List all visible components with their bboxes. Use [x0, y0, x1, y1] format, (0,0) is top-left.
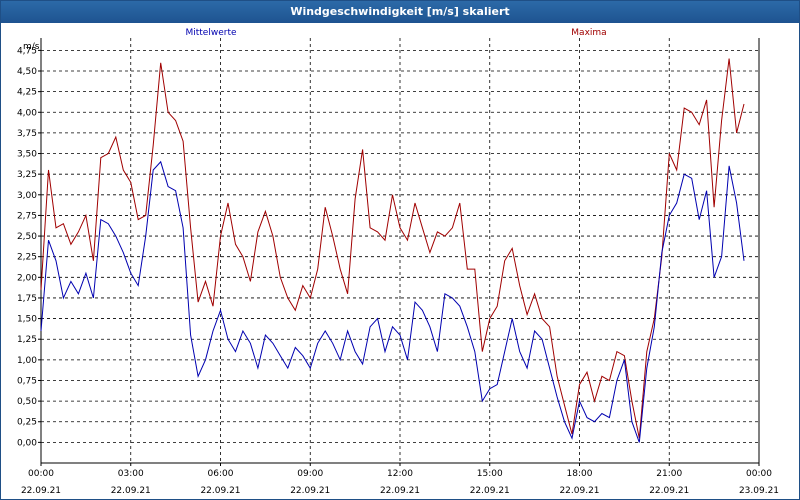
legend-item-mittelwerte: Mittelwerte [185, 28, 236, 38]
y-axis-unit: m/s [23, 42, 40, 52]
y-tick-label: 4,25 [17, 88, 37, 98]
x-tick-time: 12:00 [387, 469, 413, 479]
x-axis-ticks: 00:00 22.09.21 03:00 22.09.21 06:00 22.09.21 0… [21, 463, 779, 496]
x-tick-date: 22.09.21 [200, 486, 240, 496]
x-tick-time: 06:00 [208, 469, 234, 479]
series-lines [40, 58, 745, 443]
y-tick-label: 1,50 [17, 315, 37, 325]
y-tick-label: 1,75 [17, 294, 37, 304]
y-tick-label: 3,75 [17, 129, 37, 139]
x-tick-time: 18:00 [567, 469, 593, 479]
y-tick-label: 0,75 [17, 376, 37, 386]
y-tick-label: 1,00 [17, 356, 37, 366]
legend-item-maxima: Maxima [571, 28, 606, 38]
y-tick-label: 0,25 [17, 418, 37, 428]
x-tick-date: 23.09.21 [739, 486, 779, 496]
y-tick-label: 0,00 [17, 438, 37, 448]
y-tick-label: 3,00 [17, 191, 37, 201]
y-tick-label: 4,00 [17, 108, 37, 118]
x-tick-date: 22.09.21 [559, 486, 599, 496]
y-tick-label: 2,50 [17, 232, 37, 242]
y-tick-label: 1,25 [17, 335, 37, 345]
x-tick-date: 22.09.21 [290, 486, 330, 496]
y-tick-label: 3,25 [17, 170, 37, 180]
grid-lines [41, 38, 759, 463]
x-tick-time: 15:00 [477, 469, 503, 479]
x-tick-time: 03:00 [118, 469, 144, 479]
window-title: Windgeschwindigkeit [m/s] skaliert [1, 1, 799, 23]
y-tick-label: 4,50 [17, 67, 37, 77]
x-tick-date: 22.09.21 [380, 486, 420, 496]
x-tick-time: 00:00 [746, 469, 772, 479]
x-tick-time: 00:00 [28, 469, 54, 479]
series-line-mittelwerte [40, 160, 745, 443]
y-tick-label: 3,50 [17, 150, 37, 160]
series-line-maxima [40, 58, 745, 439]
y-tick-label: 2,25 [17, 253, 37, 263]
y-tick-label: 0,50 [17, 397, 37, 407]
y-tick-label: 2,75 [17, 211, 37, 221]
y-tick-label: 2,00 [17, 273, 37, 283]
y-tick-label: 4,75 [17, 46, 37, 56]
x-tick-time: 09:00 [297, 469, 323, 479]
x-tick-time: 21:00 [656, 469, 682, 479]
x-tick-date: 22.09.21 [111, 486, 151, 496]
y-axis-ticks: 0,00 0,25 0,50 0,75 1,00 1,25 1,50 1,75 2,00 2,25… [17, 46, 41, 448]
x-tick-date: 22.09.21 [21, 486, 61, 496]
x-tick-date: 22.09.21 [649, 486, 689, 496]
legend: Mittelwerte Maxima [185, 28, 606, 38]
x-tick-date: 22.09.21 [470, 486, 510, 496]
